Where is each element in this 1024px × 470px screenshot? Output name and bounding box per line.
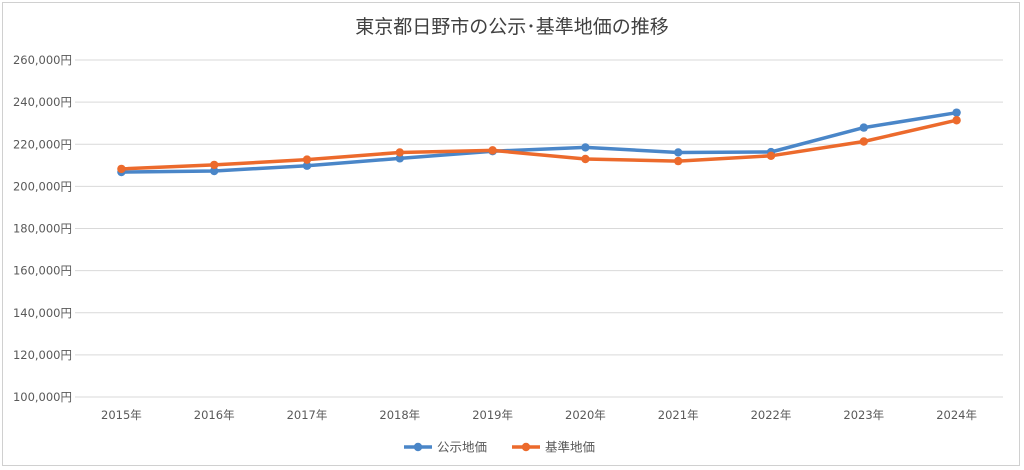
y-tick-label: 240,000円	[13, 95, 72, 109]
x-tick-label: 2024年	[936, 408, 977, 422]
x-tick-label: 2015年	[101, 408, 142, 422]
legend-item: 基準地価	[512, 440, 595, 455]
data-point	[859, 123, 868, 132]
y-tick-label: 160,000円	[13, 264, 72, 278]
y-axis-tick-labels: 100,000円 120,000円 140,000円 160,000円 180,000円…	[13, 53, 72, 404]
data-point	[488, 146, 497, 155]
legend-label: 公示地価	[437, 440, 487, 455]
series-2	[117, 116, 961, 174]
data-point	[766, 151, 776, 161]
x-tick-label: 2016年	[194, 408, 235, 422]
legend-marker	[413, 442, 423, 452]
series-line	[119, 110, 959, 174]
y-tick-label: 180,000円	[13, 222, 72, 236]
data-point	[952, 108, 961, 117]
y-tick-label: 200,000円	[13, 179, 72, 193]
series-lines	[117, 108, 961, 177]
y-tick-label: 100,000円	[13, 390, 72, 404]
legend-item: 公示地価	[404, 440, 487, 455]
x-tick-label: 2019年	[472, 408, 513, 422]
x-tick-label: 2018年	[379, 408, 420, 422]
line-chart: 東京都日野市の公示･基準地価の推移 100,000円 120,000円 140,00…	[13, 16, 1003, 455]
series-line	[119, 118, 959, 171]
data-point	[674, 156, 683, 166]
y-tick-label: 260,000円	[13, 53, 72, 67]
x-tick-label: 2017年	[287, 408, 328, 422]
y-tick-label: 220,000円	[13, 137, 72, 151]
x-tick-label: 2021年	[658, 408, 699, 422]
x-tick-label: 2023年	[843, 408, 884, 422]
legend-label: 基準地価	[545, 440, 595, 455]
data-point	[581, 154, 590, 164]
data-point	[210, 160, 219, 170]
legend-marker	[521, 442, 531, 452]
y-tick-label: 120,000円	[13, 348, 72, 362]
data-point	[395, 148, 404, 157]
data-point	[581, 143, 590, 152]
data-point	[302, 161, 312, 170]
chart-title: 東京都日野市の公示･基準地価の推移	[355, 16, 669, 38]
data-point	[395, 154, 404, 163]
data-point	[952, 116, 961, 125]
y-tick-label: 140,000円	[13, 306, 72, 320]
data-point	[117, 164, 126, 174]
x-tick-label: 2020年	[565, 408, 606, 422]
data-point	[302, 155, 312, 164]
data-point	[859, 137, 868, 146]
x-axis-tick-labels: 2015年 2016年 2017年 2018年 2019年 2020年 2021年 2022年…	[101, 408, 977, 422]
legend: 公示地価 基準地価	[404, 440, 595, 455]
series-1	[117, 108, 961, 177]
gridlines	[75, 59, 1003, 398]
data-point	[210, 166, 219, 176]
data-point	[674, 148, 683, 157]
x-tick-label: 2022年	[751, 408, 792, 422]
